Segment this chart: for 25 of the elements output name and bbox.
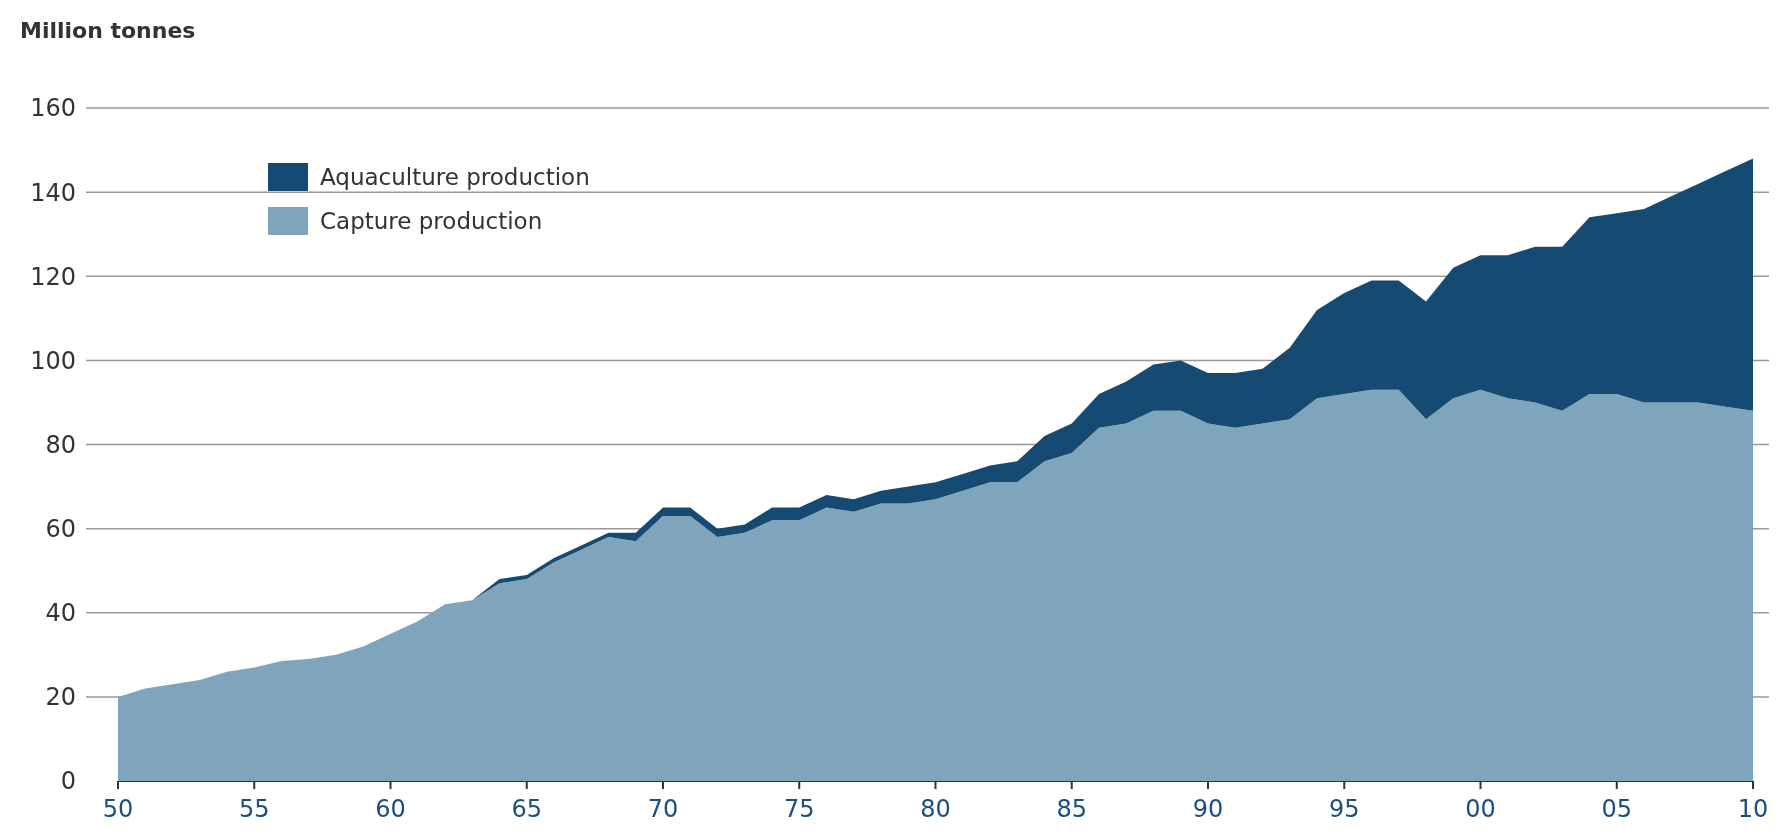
legend-label: Aquaculture production bbox=[320, 164, 590, 191]
x-tick-label: 60 bbox=[375, 795, 406, 823]
y-tick-label: 60 bbox=[45, 515, 76, 544]
y-tick-label: 20 bbox=[45, 683, 76, 712]
y-tick-label: 40 bbox=[45, 599, 76, 628]
y-tick-label: 80 bbox=[45, 430, 76, 459]
x-tick-label: 75 bbox=[783, 795, 815, 823]
x-tick-label: 95 bbox=[1328, 795, 1360, 823]
y-tick-label: 160 bbox=[30, 94, 76, 123]
x-tick-label: 00 bbox=[1465, 795, 1496, 823]
x-tick-label: 05 bbox=[1601, 795, 1633, 823]
y-tick-label: 100 bbox=[30, 346, 76, 375]
x-tick-label: 65 bbox=[511, 795, 543, 823]
x-tick-label: 80 bbox=[920, 795, 951, 823]
legend-label: Capture production bbox=[320, 208, 543, 235]
y-tick-label: 120 bbox=[30, 262, 76, 291]
y-axis-title: Million tonnes bbox=[20, 18, 196, 43]
x-tick-label: 50 bbox=[102, 795, 134, 823]
x-tick-label: 55 bbox=[238, 795, 270, 823]
x-tick-label: 90 bbox=[1192, 795, 1224, 823]
x-tick-label: 10 bbox=[1737, 795, 1769, 823]
x-tick-label: 85 bbox=[1056, 795, 1088, 823]
y-tick-label: 140 bbox=[30, 178, 76, 207]
x-tick-label: 70 bbox=[647, 795, 679, 823]
y-tick-label: 0 bbox=[60, 767, 76, 796]
